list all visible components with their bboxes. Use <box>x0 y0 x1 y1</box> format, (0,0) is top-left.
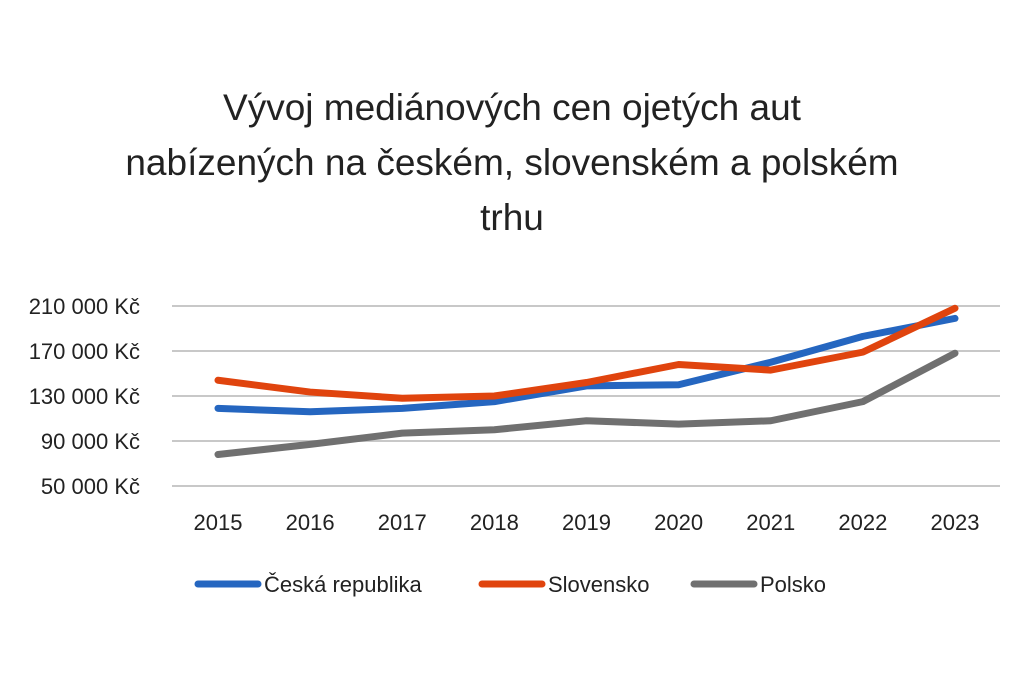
chart-title: Vývoj mediánových cen ojetých aut nabíze… <box>0 80 1024 245</box>
x-tick-label: 2017 <box>378 510 427 535</box>
chart-title-line: nabízených na českém, slovenském a polsk… <box>125 142 899 183</box>
y-tick-label: 50 000 Kč <box>41 474 140 499</box>
series-line-česká-republika <box>214 314 959 416</box>
x-tick-label: 2019 <box>562 510 611 535</box>
x-tick-label: 2016 <box>286 510 335 535</box>
series-line-slovensko <box>214 304 959 402</box>
x-tick-label: 2018 <box>470 510 519 535</box>
legend-label: Polsko <box>760 572 826 597</box>
x-tick-label: 2022 <box>838 510 887 535</box>
y-tick-label: 210 000 Kč <box>29 294 140 319</box>
y-tick-label: 170 000 Kč <box>29 339 140 364</box>
chart-title-line: Vývoj mediánových cen ojetých aut <box>223 87 801 128</box>
y-tick-label: 90 000 Kč <box>41 429 140 454</box>
legend-label: Slovensko <box>548 572 650 597</box>
x-tick-label: 2020 <box>654 510 703 535</box>
x-tick-label: 2015 <box>194 510 243 535</box>
y-tick-label: 130 000 Kč <box>29 384 140 409</box>
chart-title-line: trhu <box>480 197 544 238</box>
x-tick-label: 2021 <box>746 510 795 535</box>
series-line-polsko <box>214 349 959 458</box>
x-tick-label: 2023 <box>931 510 980 535</box>
legend-label: Česká republika <box>264 572 423 597</box>
